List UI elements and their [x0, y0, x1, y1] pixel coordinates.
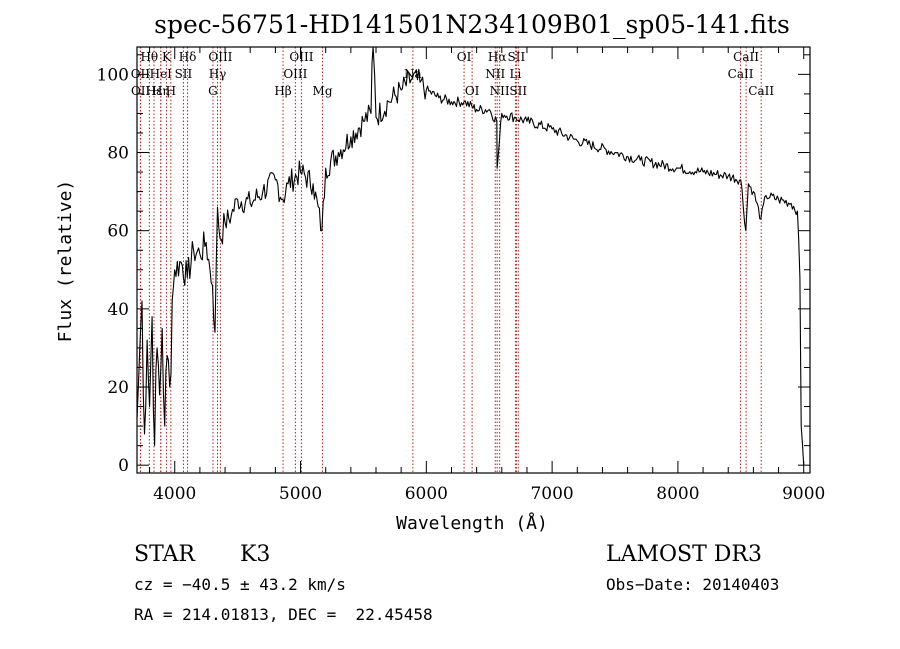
- line-marker-label-7: H: [166, 84, 176, 98]
- line-markers: HθOIIOIIHεHeIKHηHSIIHδOIIIHγGHβOIIIOIIIM…: [131, 47, 774, 473]
- subclass: K3: [240, 542, 270, 567]
- x-tick-label: 7000: [530, 484, 573, 504]
- line-marker-label-19: OI: [465, 84, 480, 98]
- y-tick-label: 40: [107, 300, 129, 320]
- spectrum-line: [136, 46, 805, 466]
- line-marker-label-27: CaII: [728, 67, 754, 81]
- line-marker-label-26: CaII: [733, 50, 759, 64]
- y-tick-label: 20: [107, 378, 129, 398]
- line-marker-label-18: OI: [457, 50, 472, 64]
- line-marker-label-8: SII: [175, 67, 193, 81]
- line-marker-label-20: Hα: [488, 50, 507, 64]
- x-axis-label: Wavelength (Å): [396, 512, 548, 534]
- line-marker-label-16: Mg: [313, 84, 333, 98]
- line-marker-label-21: SII: [508, 50, 526, 64]
- line-marker-label-0: Hθ: [140, 50, 158, 64]
- line-marker-label-25: SII: [509, 84, 527, 98]
- y-tick-label: 80: [107, 144, 129, 164]
- line-marker-label-28: CaII: [748, 84, 774, 98]
- line-marker-label-10: OIII: [208, 50, 232, 64]
- line-marker-label-9: Hδ: [179, 50, 197, 64]
- line-marker-label-5: K: [162, 50, 172, 64]
- axes: 4000 5000 6000 7000 8000 9000 0 20 40 60 80 100: [97, 46, 825, 504]
- line-marker-label-11: Hγ: [209, 67, 227, 81]
- line-marker-label-14: OIII: [289, 50, 313, 64]
- y-tick-label: 60: [107, 222, 129, 242]
- object-type: STAR: [134, 542, 196, 567]
- line-marker-label-24: NII: [490, 84, 510, 98]
- line-marker-label-15: OIII: [283, 67, 307, 81]
- x-tick-label: 6000: [405, 484, 448, 504]
- x-tick-label: 4000: [153, 484, 196, 504]
- x-tick-label: 9000: [782, 484, 825, 504]
- redshift-info: cz = −40.5 ± 43.2 km/s: [134, 575, 346, 594]
- chart-title: spec-56751-HD141501N234109B01_sp05-141.f…: [154, 10, 790, 39]
- x-tick-label: 8000: [656, 484, 699, 504]
- y-tick-label: 100: [97, 65, 129, 85]
- x-tick-label: 5000: [279, 484, 322, 504]
- line-marker-label-4: HeI: [150, 67, 173, 81]
- coordinates: RA = 214.01813, DEC = 22.45458: [134, 605, 433, 624]
- line-marker-label-3: Hε: [146, 84, 163, 98]
- plot-area: [136, 46, 805, 466]
- y-tick-label: 0: [118, 456, 129, 476]
- y-axis-label: Flux (relative): [55, 180, 76, 343]
- plot-frame: [136, 46, 811, 474]
- survey-name: LAMOST DR3: [606, 542, 762, 567]
- line-marker-label-6: Hη: [152, 84, 170, 98]
- obs-date: Obs−Date: 20140403: [606, 575, 779, 594]
- line-marker-label-12: G: [208, 84, 218, 98]
- line-marker-label-2: OII: [131, 84, 151, 98]
- line-marker-label-22: NII: [485, 67, 505, 81]
- line-marker-label-23: Li: [509, 67, 521, 81]
- line-marker-label-13: Hβ: [274, 84, 291, 98]
